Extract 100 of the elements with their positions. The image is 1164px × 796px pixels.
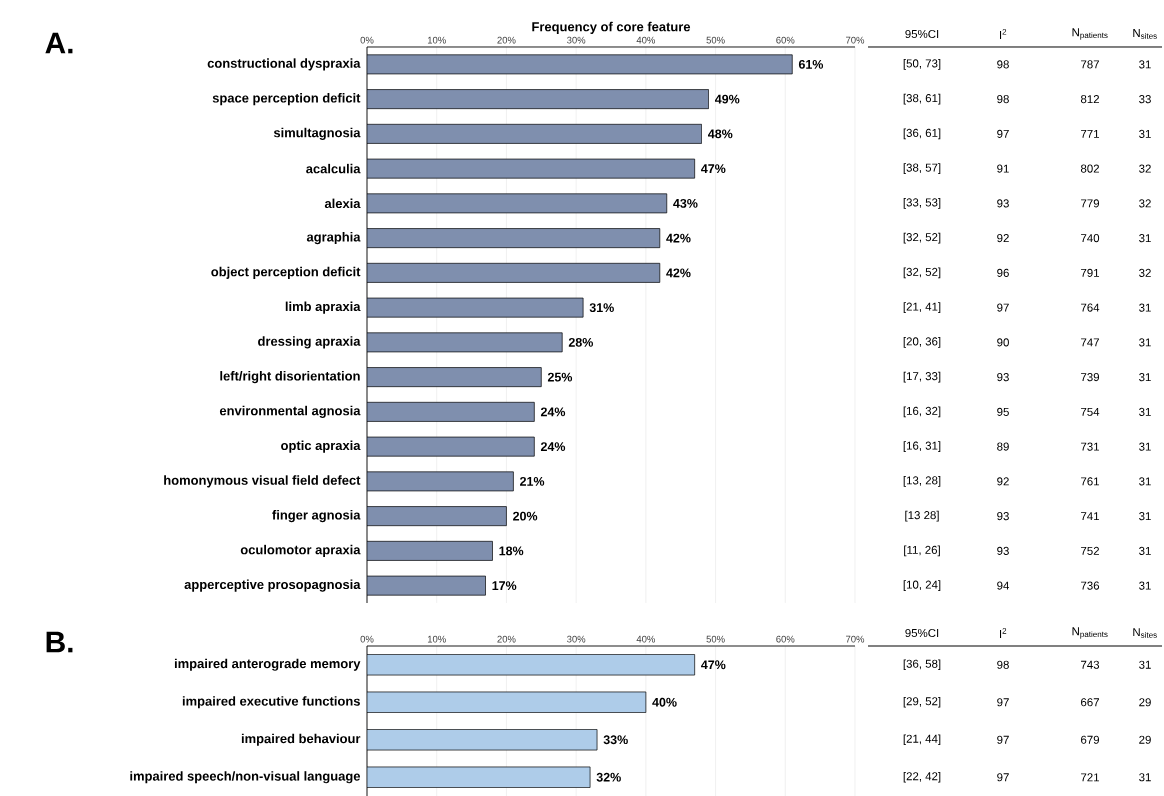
- category-label: I$^{2}$: [1000, 628, 1007, 638]
- text: 32: [1139, 268, 1151, 277]
- text: 97: [997, 303, 1009, 312]
- data-label: 17%: [492, 581, 517, 590]
- x-tick-label: 40%: [636, 635, 655, 643]
- x-tick-label: 50%: [706, 635, 725, 643]
- data-label: 28%: [568, 337, 593, 347]
- text: 721: [1081, 773, 1100, 782]
- y-tick-label: finger agnosia: [272, 510, 361, 523]
- text: 754: [1081, 407, 1100, 416]
- data-label: 40%: [652, 697, 677, 707]
- x-tick-label: 50%: [706, 36, 725, 44]
- text: [29, 52]: [903, 696, 941, 708]
- text: [38, 57]: [903, 163, 941, 174]
- text: 93: [997, 512, 1009, 521]
- text: 31: [1139, 477, 1151, 486]
- text: [36, 61]: [903, 128, 941, 140]
- text: 731: [1081, 442, 1100, 451]
- x-tick-label: 30%: [567, 36, 586, 44]
- data-label: 31%: [589, 303, 614, 313]
- x-tick-label: 10%: [427, 36, 446, 44]
- text: [11, 26]: [904, 545, 940, 557]
- x-tick-label: 60%: [776, 36, 795, 44]
- y-tick-label: homonymous visual field defect: [164, 475, 361, 488]
- text: 96: [997, 268, 1009, 277]
- x-tick-label: 0%: [360, 36, 374, 44]
- text: [16, 31]: [903, 441, 941, 452]
- y-tick-label: alexia: [324, 198, 361, 209]
- x-tick-label: 70%: [846, 36, 865, 44]
- text: [33, 53]: [903, 198, 941, 209]
- text: 791: [1081, 268, 1100, 277]
- text: 764: [1081, 303, 1100, 312]
- text: 33: [1139, 95, 1151, 104]
- text: 741: [1081, 512, 1100, 521]
- data-label: 47%: [701, 660, 726, 670]
- text: 98: [997, 60, 1009, 69]
- x-tick-label: 30%: [567, 635, 586, 643]
- data-label: 24%: [540, 442, 566, 452]
- text: 29: [1139, 698, 1151, 707]
- x-tick-label: 10%: [427, 635, 446, 643]
- y-tick-label: constructional dyspraxia: [207, 58, 361, 71]
- data-label: 47%: [701, 164, 726, 173]
- y-tick-label: oculomotor apraxia: [240, 544, 361, 557]
- category-label: 95%CI: [905, 628, 939, 638]
- y-tick-label: object perception deficit: [211, 266, 361, 279]
- text: 93: [997, 546, 1009, 555]
- text: 31: [1139, 407, 1151, 416]
- text: [20, 36]: [903, 337, 941, 348]
- text: 747: [1081, 338, 1099, 347]
- text: 31: [1139, 373, 1151, 382]
- text: 31: [1139, 660, 1151, 669]
- text: 29: [1139, 735, 1151, 744]
- text: 740: [1081, 234, 1100, 243]
- text: 94: [997, 581, 1010, 590]
- text: 31: [1139, 129, 1151, 138]
- y-tick-label: impaired executive functions: [182, 696, 360, 709]
- data-label: 18%: [499, 546, 524, 556]
- text: [38, 61]: [903, 93, 941, 105]
- text: 97: [997, 735, 1009, 744]
- data-label: 25%: [547, 372, 573, 382]
- y-tick-label: impaired behaviour: [241, 733, 361, 746]
- y-tick-label: limb apraxia: [285, 301, 361, 314]
- category-label: I$^{2}$: [1000, 29, 1007, 39]
- data-label: 32%: [596, 772, 621, 782]
- text: 97: [997, 698, 1009, 707]
- text: 31: [1139, 442, 1151, 451]
- text: [21, 44]: [903, 734, 941, 746]
- text: 95: [997, 407, 1009, 416]
- data-label: 42%: [666, 233, 691, 243]
- x-axis-title: Frequency of core feature: [532, 21, 691, 34]
- text: 761: [1081, 477, 1100, 486]
- data-label: 24%: [540, 407, 566, 417]
- text: [13 28]: [905, 510, 939, 522]
- x-tick-label: 0%: [360, 635, 374, 643]
- data-label: 48%: [708, 129, 733, 139]
- text: [50, 73]: [903, 59, 941, 70]
- y-tick-label: dressing apraxia: [258, 336, 361, 349]
- text: [21, 41]: [903, 302, 941, 313]
- y-tick-label: agraphia: [306, 232, 361, 245]
- text: [13, 28]: [903, 476, 941, 487]
- text: 31: [1139, 338, 1151, 347]
- text: 98: [997, 660, 1009, 669]
- data-label: 49%: [714, 94, 740, 104]
- y-tick-label: impaired anterograde memory: [174, 658, 361, 671]
- text: 91: [997, 164, 1009, 173]
- text: 31: [1139, 303, 1151, 312]
- text: 771: [1081, 129, 1100, 138]
- y-tick-label: optic apraxia: [281, 440, 361, 453]
- category-label: N$_{patients}$: [1072, 28, 1108, 40]
- y-tick-label: impaired speech/non-visual language: [130, 771, 361, 784]
- text: 93: [997, 373, 1009, 382]
- text: [10, 24]: [903, 580, 941, 591]
- text: 787: [1081, 60, 1099, 69]
- text: [22, 42]: [903, 771, 941, 783]
- category-label: N$_{sites}$: [1133, 628, 1157, 638]
- text: 93: [997, 199, 1009, 208]
- x-tick-label: 20%: [497, 36, 516, 44]
- data-label: 61%: [798, 59, 824, 69]
- data-label: 43%: [673, 198, 698, 208]
- x-tick-label: 40%: [636, 36, 655, 44]
